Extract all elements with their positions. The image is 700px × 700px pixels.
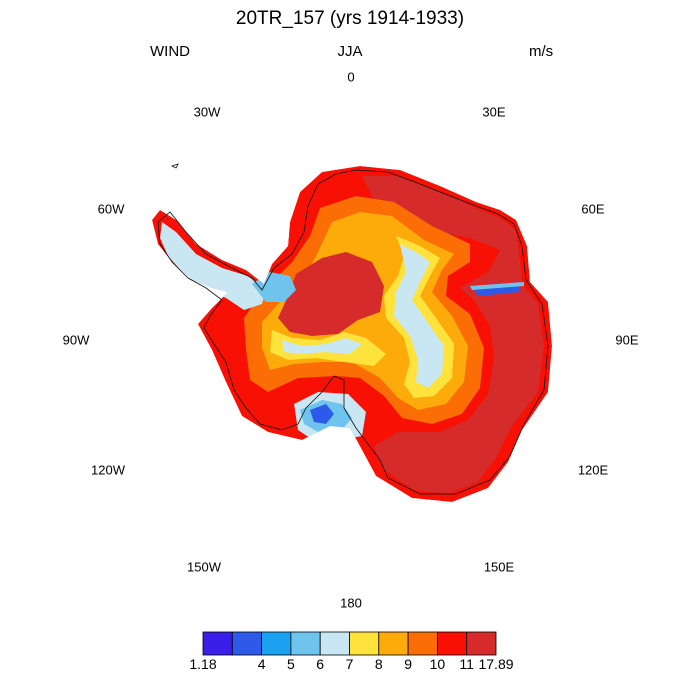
lon-label-90w: 90W [62,332,90,348]
island-coast [170,163,179,169]
colorbar-box [436,631,468,656]
wind-field [152,166,552,502]
lon-label-90e: 90E [615,332,639,348]
wind-field-pale-peninsula [160,222,266,310]
colorbar-tick-label: 6 [316,656,325,672]
lon-label-30w: 30W [193,104,221,120]
lon-label-180: 180 [340,595,362,611]
colorbar-box [378,631,409,656]
lon-label-30e: 30E [482,104,506,120]
colorbar-tick-label: 11 [459,656,474,672]
wind-field-pale-band-east [394,244,444,388]
season-label: JJA [337,43,363,60]
coastline [157,169,549,495]
units-label: m/s [529,43,554,60]
lon-label-60w: 60W [97,201,125,217]
colorbar-tick-label: 17.89 [478,656,514,672]
colorbar-tick-label: 4 [257,656,266,672]
colorbar-box [349,631,380,656]
wind-field-very-high-west [278,252,384,336]
wind-field-very-high-east [362,176,544,494]
colorbar-box [466,631,497,656]
lon-label-150w: 150W [187,559,221,575]
colorbar-tick-label: 1.18 [189,656,217,672]
wind-field-light-blue-streak [470,282,524,290]
wind-field-blue-ross [310,404,334,424]
wind-field-pale-band-west [282,338,362,354]
colorbar-box [290,631,321,656]
colorbar-tick-label: 5 [286,656,295,672]
colorbar-tick-label: 7 [345,656,354,672]
colorbar-box [319,631,350,656]
colorbar-box [407,631,438,656]
lon-label-120w: 120W [91,462,125,478]
lon-label-150e: 150E [483,559,515,575]
lon-label-120e: 120E [577,462,609,478]
colorbar-tick-label: 8 [374,656,383,672]
variable-label: WIND [150,43,190,60]
colorbar-tick-label: 10 [429,656,446,672]
plot-title: 20TR_157 (yrs 1914-1933) [235,8,465,29]
colorbar-box [231,631,263,656]
lon-label-60e: 60E [581,201,605,217]
colorbar-tick-label: 9 [404,656,412,672]
colorbar-box [261,631,292,656]
lon-label-0: 0 [347,69,355,85]
colorbar-box [202,631,233,656]
